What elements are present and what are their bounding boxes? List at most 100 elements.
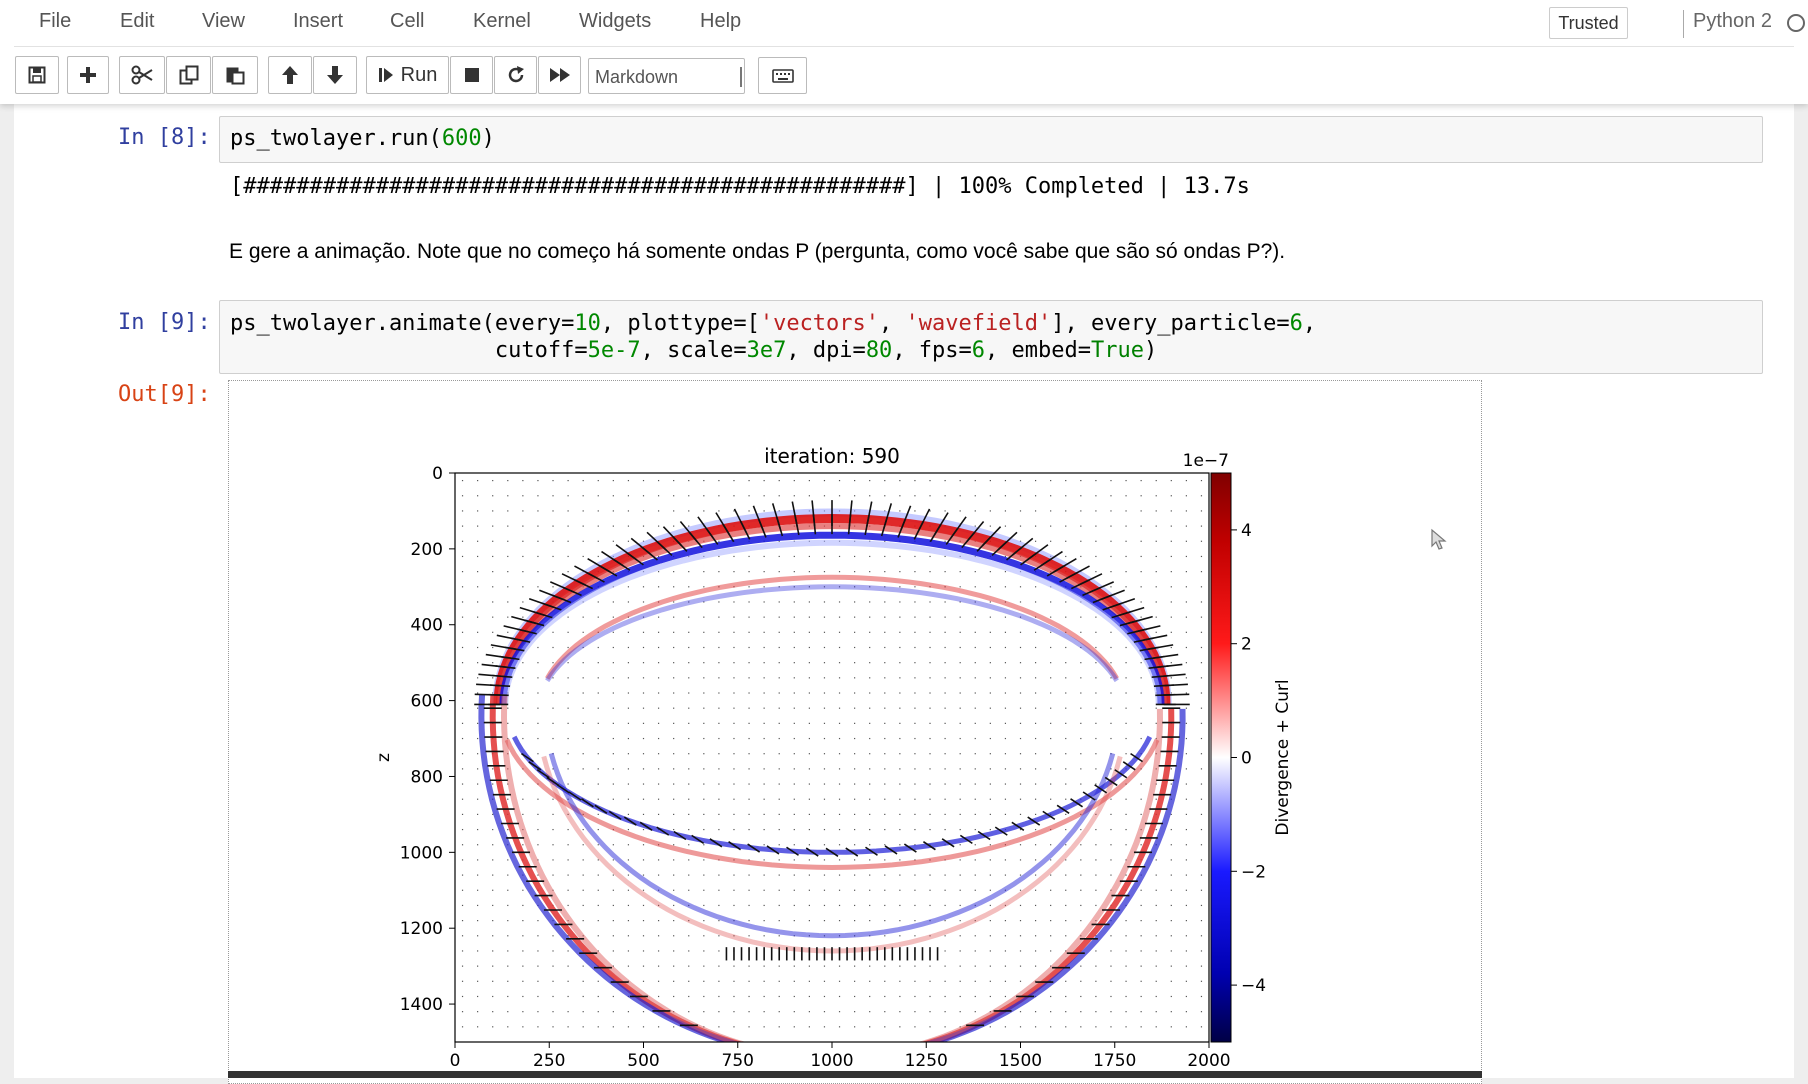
trusted-badge[interactable]: Trusted xyxy=(1549,7,1628,39)
particle-dot xyxy=(1065,540,1067,542)
menu-help[interactable]: Help xyxy=(700,10,742,32)
particle-dot xyxy=(1050,707,1052,709)
particle-dot xyxy=(959,510,961,512)
particle-dot xyxy=(974,479,976,482)
cell8-code[interactable]: ps_twolayer.run(600) xyxy=(230,125,495,152)
particle-dot xyxy=(461,646,464,649)
particle-dot xyxy=(793,601,795,603)
particle-dot xyxy=(748,753,750,755)
particle-dot xyxy=(899,798,901,800)
arrow-down-icon xyxy=(327,66,343,84)
run-button[interactable]: Run xyxy=(366,56,449,94)
y-tick-label: 1200 xyxy=(400,919,443,939)
particle-dot xyxy=(914,783,916,785)
particle-dot xyxy=(1065,495,1067,497)
particle-dot xyxy=(703,904,705,907)
particle-dot xyxy=(703,859,705,861)
particle-dot xyxy=(1110,586,1112,588)
cell9-input-area[interactable] xyxy=(219,300,1763,374)
menubar: File Edit View Insert Cell Kernel Widget… xyxy=(14,0,1805,47)
particle-dot xyxy=(582,677,584,679)
particle-dot xyxy=(884,753,886,755)
particle-dot xyxy=(642,510,645,512)
particle-dot xyxy=(778,692,780,694)
particle-dot xyxy=(718,828,720,831)
menu-widgets[interactable]: Widgets xyxy=(579,10,652,32)
command-palette-button[interactable] xyxy=(758,57,807,94)
particle-dot xyxy=(1050,753,1052,755)
particle-dot xyxy=(914,631,916,633)
particle-dot xyxy=(778,965,780,967)
menu-insert[interactable]: Insert xyxy=(293,10,344,32)
move-up-button[interactable] xyxy=(268,56,312,94)
run-all-button[interactable] xyxy=(538,56,581,94)
particle-dot xyxy=(808,1026,810,1028)
menu-file[interactable]: File xyxy=(39,10,72,32)
particle-dot xyxy=(673,707,675,709)
kernel-name[interactable]: Python 2 xyxy=(1693,10,1772,32)
menu-kernel[interactable]: Kernel xyxy=(473,10,531,32)
particle-dot xyxy=(899,571,901,573)
particle-dot xyxy=(537,662,539,664)
particle-dot xyxy=(522,965,524,967)
particle-dot xyxy=(733,479,735,482)
cell-type-select[interactable]: Markdown xyxy=(588,58,745,94)
particle-dot xyxy=(1004,813,1007,815)
particle-dot xyxy=(477,646,479,649)
particle-dot xyxy=(597,555,599,558)
particle-dot xyxy=(959,616,961,618)
particle-dot xyxy=(763,631,765,633)
copy-icon xyxy=(179,65,198,85)
particle-dot xyxy=(477,889,479,891)
particle-dot xyxy=(989,510,991,512)
particle-dot xyxy=(1050,859,1052,861)
cell9-code-line2[interactable]: cutoff=5e-7, scale=3e7, dpi=80, fps=6, e… xyxy=(230,337,1157,364)
restart-button[interactable] xyxy=(494,56,537,94)
particle-dot xyxy=(1125,813,1127,815)
particle-dot xyxy=(1200,904,1203,907)
particle-dot xyxy=(627,859,630,861)
move-down-button[interactable] xyxy=(313,56,357,94)
particle-dot xyxy=(1004,737,1007,740)
particle-dot xyxy=(1004,555,1007,558)
particle-dot xyxy=(1200,737,1203,740)
menu-view[interactable]: View xyxy=(202,10,245,32)
particle-dot xyxy=(914,510,916,512)
particle-vector xyxy=(490,684,511,688)
particle-dot xyxy=(838,555,841,558)
particle-vector xyxy=(786,846,799,856)
particle-dot xyxy=(793,798,795,800)
particle-dot xyxy=(627,495,630,497)
particle-dot xyxy=(914,889,916,891)
particle-dot xyxy=(507,479,509,482)
particle-vector xyxy=(1070,579,1090,590)
paste-button[interactable] xyxy=(212,56,258,94)
particle-dot xyxy=(642,950,645,952)
particle-dot xyxy=(914,601,916,603)
menu-cell[interactable]: Cell xyxy=(390,10,425,32)
particle-dot xyxy=(899,753,901,755)
particle-dot xyxy=(688,965,690,967)
stop-button[interactable] xyxy=(450,56,493,94)
particle-dot xyxy=(718,950,720,952)
cell9-code-token: ], every_particle= xyxy=(1051,311,1290,336)
cut-button[interactable] xyxy=(119,56,165,94)
particle-dot xyxy=(1170,813,1172,815)
markdown-cell-text[interactable]: E gere a animação. Note que no começo há… xyxy=(229,240,1286,263)
particle-dot xyxy=(854,783,856,785)
particle-dot xyxy=(597,601,599,603)
save-button[interactable] xyxy=(15,56,59,94)
particle-vector xyxy=(1133,637,1154,643)
cell9-code-line1[interactable]: ps_twolayer.animate(every=10, plottype=[… xyxy=(230,310,1316,337)
cell9-code-token: 5e-7 xyxy=(587,338,641,363)
particle-dot xyxy=(1050,768,1052,770)
particle-dot xyxy=(1095,768,1097,770)
copy-button[interactable] xyxy=(166,56,211,94)
menu-edit[interactable]: Edit xyxy=(120,10,155,32)
cell8-input-area[interactable] xyxy=(219,116,1763,163)
particle-dot xyxy=(461,707,464,709)
insert-cell-button[interactable] xyxy=(67,56,109,94)
particle-dot xyxy=(748,1011,750,1013)
particle-dot xyxy=(1050,920,1052,922)
particle-dot xyxy=(612,798,614,800)
